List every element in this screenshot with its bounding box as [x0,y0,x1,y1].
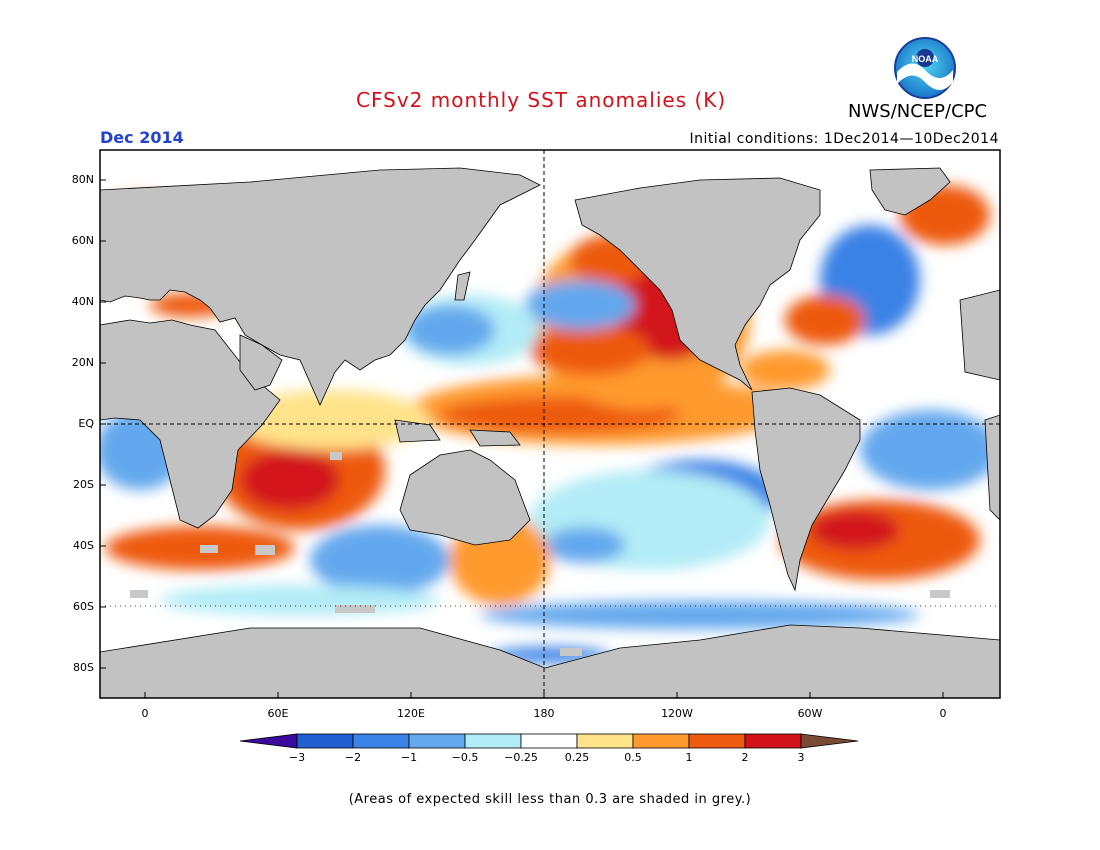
lon-label: 60E [267,707,289,720]
colorbar-tick-label: 1 [685,751,693,764]
colorbar-min-arrow [239,733,298,749]
lat-label: 60N [71,234,94,247]
anomaly-field [100,185,1000,663]
land-masses [100,167,1000,698]
skill-footnote: (Areas of expected skill less than 0.3 a… [348,792,752,807]
colorbar-bin [576,733,634,749]
lon-label: 0 [939,707,947,720]
colorbar-bin [352,733,410,749]
svg-text:NOAA: NOAA [912,54,939,64]
lat-label: 80N [71,173,94,186]
colorbar [239,733,859,749]
colorbar-tick-label: −3 [288,751,306,764]
lat-label: EQ [78,417,94,430]
colorbar-tick-label: 3 [797,751,805,764]
colorbar-bin [464,733,522,749]
colorbar-tick-label: 2 [741,751,749,764]
noaa-logo: NOAA [894,37,956,99]
lat-label: 60S [73,600,94,613]
forecast-month: Dec 2014 [100,128,184,147]
lon-label: 120W [661,707,693,720]
lat-label: 40S [73,539,94,552]
colorbar-bin [296,733,354,749]
colorbar-tick-label: 0.25 [564,751,590,764]
colorbar-bin [520,733,578,749]
map-plot-area [100,150,1000,698]
initial-conditions: Initial conditions: 1Dec2014—10Dec2014 [689,131,999,147]
agency-label: NWS/NCEP/CPC [848,101,988,122]
colorbar-bin [408,733,466,749]
colorbar-max-arrow [800,733,859,749]
colorbar-tick-label: −0.25 [504,751,538,764]
lon-label: 0 [141,707,149,720]
lat-label: 40N [71,295,94,308]
axis-ticks [100,179,944,698]
lon-label: 180 [533,707,555,720]
colorbar-tick-label: −0.5 [451,751,479,764]
lon-label: 60W [797,707,823,720]
colorbar-tick-label: −2 [344,751,362,764]
colorbar-tick-label: −1 [400,751,418,764]
colorbar-bin [632,733,690,749]
lon-label: 120E [397,707,425,720]
lat-label: 80S [73,661,94,674]
colorbar-bin [688,733,746,749]
colorbar-bin [744,733,802,749]
colorbar-tick-label: 0.5 [624,751,642,764]
map-title: CFSv2 monthly SST anomalies (K) [356,88,727,112]
lat-label: 20S [73,478,94,491]
lat-label: 20N [71,356,94,369]
